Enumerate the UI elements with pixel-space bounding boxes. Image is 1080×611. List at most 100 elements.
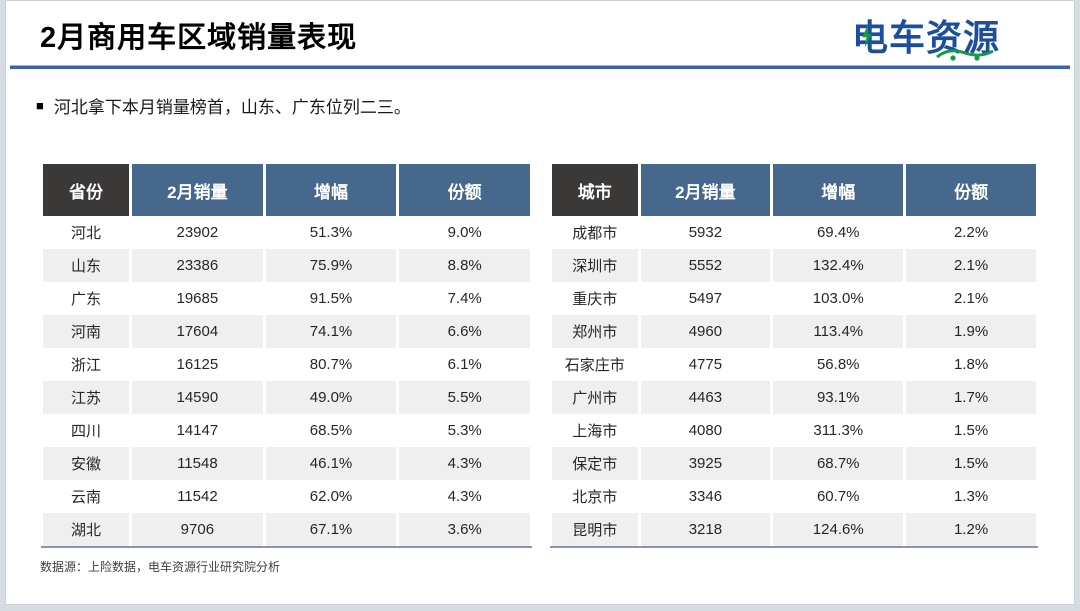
table-cell: 49.0%: [265, 381, 397, 414]
province-sales-table: 省份 2月销量 增幅 份额 河北 23902 51.3% 9.0% 山东 23386 75.…: [40, 164, 533, 548]
table-cell: 4775: [640, 348, 771, 381]
table-row: 湖北 9706 67.1% 3.6%: [43, 513, 530, 546]
car-doodle-icon: [936, 49, 994, 61]
table-cell: 广东: [43, 282, 130, 315]
table-cell: 深圳市: [552, 249, 638, 282]
table-cell: 重庆市: [552, 282, 638, 315]
page-title: 2月商用车区域销量表现: [40, 22, 358, 54]
table-cell: 75.9%: [265, 249, 397, 282]
table-row: 河北 23902 51.3% 9.0%: [43, 216, 530, 249]
table-row: 保定市 3925 68.7% 1.5%: [552, 447, 1036, 480]
table-cell: 郑州市: [552, 315, 638, 348]
table-row: 河南 17604 74.1% 6.6%: [43, 315, 530, 348]
province-table-body: 河北 23902 51.3% 9.0% 山东 23386 75.9% 8.8% 广东 19685 9…: [43, 216, 530, 546]
table-row: 江苏 14590 49.0% 5.5%: [43, 381, 530, 414]
table-cell: 67.1%: [265, 513, 397, 546]
table-cell: 132.4%: [773, 249, 904, 282]
tables-row: 省份 2月销量 增幅 份额 河北 23902 51.3% 9.0% 山东 23386 75.…: [40, 164, 1039, 548]
table-cell: 4960: [640, 315, 771, 348]
table-cell: 1.7%: [906, 381, 1036, 414]
table-cell: 4463: [640, 381, 771, 414]
key-takeaway-text: 河北拿下本月销量榜首，山东、广东位列二三。: [53, 98, 411, 117]
table-row: 上海市 4080 311.3% 1.5%: [552, 414, 1036, 447]
table-cell: 5.5%: [399, 381, 530, 414]
table-cell: 3346: [640, 480, 771, 513]
table-cell: 69.4%: [773, 216, 904, 249]
table-cell: 93.1%: [773, 381, 904, 414]
table-cell: 6.1%: [399, 348, 530, 381]
table-cell: 昆明市: [552, 513, 638, 546]
table-cell: 9.0%: [399, 216, 530, 249]
ev-resource-logo: 电车资源: [852, 9, 1032, 61]
column-header-feb-sales: 2月销量: [640, 164, 771, 216]
table-bottom-border: [41, 546, 532, 548]
table-cell: 6.6%: [399, 315, 530, 348]
table-cell: 3925: [640, 447, 771, 480]
table-cell: 成都市: [552, 216, 638, 249]
table-row: 成都市 5932 69.4% 2.2%: [552, 216, 1036, 249]
table-cell: 1.2%: [906, 513, 1036, 546]
table-cell: 9706: [132, 513, 263, 546]
table-cell: 1.8%: [906, 348, 1036, 381]
table-cell: 103.0%: [773, 282, 904, 315]
table-cell: 江苏: [43, 381, 130, 414]
table-cell: 5932: [640, 216, 771, 249]
table-cell: 56.8%: [773, 348, 904, 381]
table-header-row: 城市 2月销量 增幅 份额: [552, 164, 1036, 216]
table-row: 安徽 11548 46.1% 4.3%: [43, 447, 530, 480]
table-row: 山东 23386 75.9% 8.8%: [43, 249, 530, 282]
table-cell: 51.3%: [265, 216, 397, 249]
table-cell: 上海市: [552, 414, 638, 447]
table-cell: 19685: [132, 282, 263, 315]
data-source-note: 数据源：上险数据，电车资源行业研究院分析: [40, 560, 281, 574]
table-cell: 60.7%: [773, 480, 904, 513]
table-row: 广东 19685 91.5% 7.4%: [43, 282, 530, 315]
table-cell: 1.3%: [906, 480, 1036, 513]
lightning-bolt-icon: [862, 24, 872, 48]
table-row: 石家庄市 4775 56.8% 1.8%: [552, 348, 1036, 381]
table-cell: 8.8%: [399, 249, 530, 282]
table-row: 深圳市 5552 132.4% 2.1%: [552, 249, 1036, 282]
table-row: 四川 14147 68.5% 5.3%: [43, 414, 530, 447]
table-cell: 74.1%: [265, 315, 397, 348]
column-header-province: 省份: [43, 164, 130, 216]
table-cell: 80.7%: [265, 348, 397, 381]
table-cell: 2.1%: [906, 282, 1036, 315]
table-cell: 14147: [132, 414, 263, 447]
table-cell: 7.4%: [399, 282, 530, 315]
table-cell: 3.6%: [399, 513, 530, 546]
table-cell: 浙江: [43, 348, 130, 381]
table-cell: 91.5%: [265, 282, 397, 315]
city-table-body: 成都市 5932 69.4% 2.2% 深圳市 5552 132.4% 2.1% 重庆市 5497…: [552, 216, 1036, 546]
table-row: 广州市 4463 93.1% 1.7%: [552, 381, 1036, 414]
table-cell: 5.3%: [399, 414, 530, 447]
column-header-growth: 增幅: [773, 164, 904, 216]
column-header-growth: 增幅: [265, 164, 397, 216]
province-table: 省份 2月销量 增幅 份额 河北 23902 51.3% 9.0% 山东 23386 75.…: [40, 164, 533, 546]
table-cell: 68.7%: [773, 447, 904, 480]
logo-text: 电车资源: [852, 17, 1001, 58]
column-header-city: 城市: [552, 164, 638, 216]
slide: 2月商用车区域销量表现 电车资源 ■ 河北拿下本月销量榜首，山东、广东位列二三。…: [5, 0, 1075, 605]
table-cell: 河南: [43, 315, 130, 348]
table-cell: 23902: [132, 216, 263, 249]
table-bottom-border: [550, 546, 1038, 548]
table-cell: 湖北: [43, 513, 130, 546]
table-cell: 1.5%: [906, 414, 1036, 447]
table-cell: 山东: [43, 249, 130, 282]
table-cell: 5497: [640, 282, 771, 315]
table-cell: 11542: [132, 480, 263, 513]
table-cell: 云南: [43, 480, 130, 513]
table-cell: 1.9%: [906, 315, 1036, 348]
table-row: 北京市 3346 60.7% 1.3%: [552, 480, 1036, 513]
table-cell: 河北: [43, 216, 130, 249]
table-cell: 4.3%: [399, 447, 530, 480]
table-cell: 68.5%: [265, 414, 397, 447]
table-cell: 保定市: [552, 447, 638, 480]
city-table: 城市 2月销量 增幅 份额 成都市 5932 69.4% 2.2% 深圳市 5552 132…: [549, 164, 1039, 546]
table-cell: 石家庄市: [552, 348, 638, 381]
column-header-share: 份额: [399, 164, 530, 216]
table-row: 重庆市 5497 103.0% 2.1%: [552, 282, 1036, 315]
bullet-square-icon: ■: [36, 98, 44, 113]
table-row: 浙江 16125 80.7% 6.1%: [43, 348, 530, 381]
